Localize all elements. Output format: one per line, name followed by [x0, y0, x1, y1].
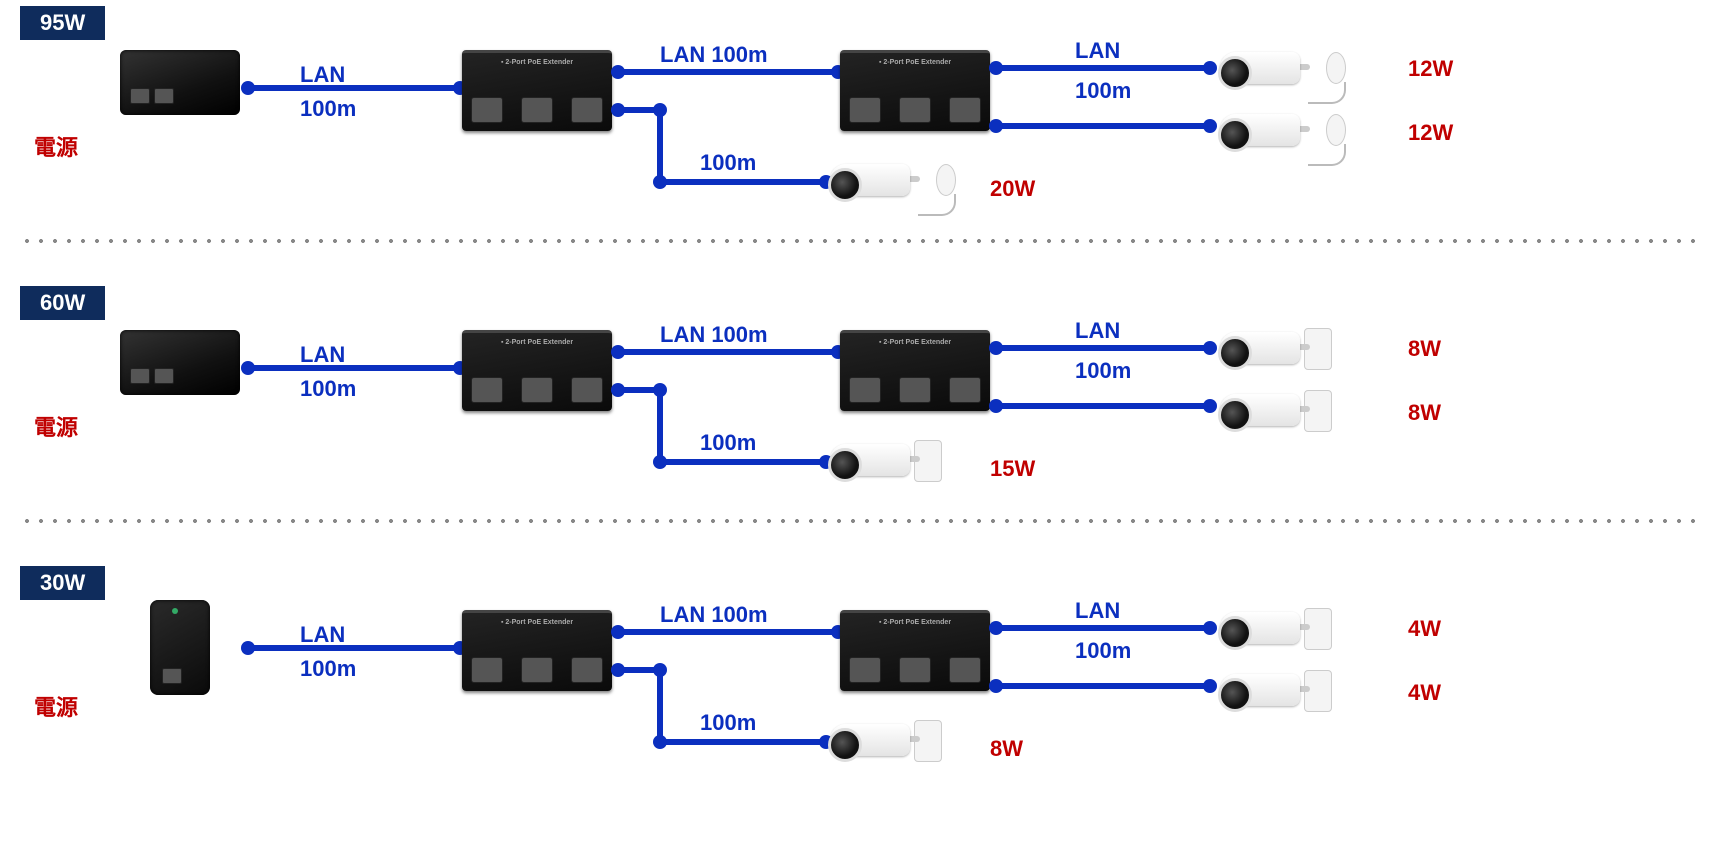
lan-label: LAN	[1075, 318, 1120, 344]
link-endpoint-dot	[611, 663, 625, 677]
link-endpoint-dot	[989, 679, 1003, 693]
link-endpoint-dot	[611, 345, 625, 359]
link-endpoint-dot	[653, 103, 667, 117]
link-endpoint-dot	[1203, 61, 1217, 75]
lan-distance-label: LAN 100m	[660, 42, 768, 68]
section-divider	[20, 518, 1698, 524]
link-endpoint-dot	[989, 61, 1003, 75]
poe-injector-icon	[120, 330, 240, 395]
distance-label: 100m	[1075, 638, 1131, 664]
link-endpoint-dot	[989, 399, 1003, 413]
lan-link-line	[618, 349, 838, 355]
camera-icon	[830, 718, 950, 766]
lan-link-line	[996, 683, 1210, 689]
wattage-label: 12W	[1408, 120, 1453, 146]
camera-icon	[1220, 388, 1340, 436]
link-endpoint-dot	[989, 119, 1003, 133]
link-endpoint-dot	[653, 663, 667, 677]
distance-label: 100m	[1075, 78, 1131, 104]
camera-icon	[1220, 46, 1340, 94]
wattage-label: 4W	[1408, 616, 1441, 642]
poe-extender-icon: ▪ 2-Port PoE Extender	[462, 330, 612, 411]
wattage-label: 20W	[990, 176, 1035, 202]
wattage-label: 8W	[990, 736, 1023, 762]
link-endpoint-dot	[989, 341, 1003, 355]
lan-link-line	[248, 85, 460, 91]
link-endpoint-dot	[241, 81, 255, 95]
link-endpoint-dot	[1203, 399, 1217, 413]
poe-extender-icon: ▪ 2-Port PoE Extender	[840, 50, 990, 131]
camera-icon	[830, 438, 950, 486]
link-endpoint-dot	[1203, 341, 1217, 355]
lan-label: LAN	[1075, 38, 1120, 64]
distance-label: 100m	[700, 710, 756, 736]
link-endpoint-dot	[611, 65, 625, 79]
link-endpoint-dot	[653, 175, 667, 189]
camera-icon	[1220, 326, 1340, 374]
link-endpoint-dot	[653, 455, 667, 469]
distance-label: 100m	[700, 430, 756, 456]
link-endpoint-dot	[611, 383, 625, 397]
wattage-label: 8W	[1408, 336, 1441, 362]
power-badge: 95W	[20, 6, 105, 40]
link-endpoint-dot	[1203, 679, 1217, 693]
power-badge: 30W	[20, 566, 105, 600]
camera-icon	[830, 158, 950, 206]
poe-injector-icon	[120, 50, 240, 115]
link-endpoint-dot	[611, 103, 625, 117]
poe-extender-icon: ▪ 2-Port PoE Extender	[840, 330, 990, 411]
link-endpoint-dot	[611, 625, 625, 639]
power-source-label: 電源	[34, 130, 78, 162]
link-endpoint-dot	[989, 621, 1003, 635]
lan-link-line	[657, 670, 663, 742]
link-endpoint-dot	[1203, 119, 1217, 133]
lan-link-line	[996, 345, 1210, 351]
wattage-label: 4W	[1408, 680, 1441, 706]
lan-link-line	[248, 645, 460, 651]
link-endpoint-dot	[653, 735, 667, 749]
camera-icon	[1220, 606, 1340, 654]
poe-extender-icon: ▪ 2-Port PoE Extender	[462, 610, 612, 691]
lan-label: LAN	[300, 62, 345, 88]
camera-icon	[1220, 668, 1340, 716]
lan-link-line	[660, 179, 826, 185]
lan-label: LAN	[300, 342, 345, 368]
wattage-label: 15W	[990, 456, 1035, 482]
power-source-label: 電源	[34, 410, 78, 442]
lan-link-line	[657, 110, 663, 182]
lan-link-line	[996, 123, 1210, 129]
lan-link-line	[657, 390, 663, 462]
power-section: 30W 電源 LAN 100m ▪ 2-Port PoE Extender LAN 100…	[0, 560, 1718, 840]
lan-distance-label: LAN 100m	[660, 602, 768, 628]
lan-link-line	[618, 629, 838, 635]
lan-label: LAN	[300, 622, 345, 648]
distance-label: 100m	[300, 656, 356, 682]
distance-label: 100m	[700, 150, 756, 176]
section-divider	[20, 238, 1698, 244]
link-endpoint-dot	[241, 361, 255, 375]
distance-label: 100m	[300, 96, 356, 122]
distance-label: 100m	[1075, 358, 1131, 384]
lan-link-line	[660, 739, 826, 745]
poe-injector-icon	[150, 600, 210, 695]
lan-link-line	[618, 69, 838, 75]
lan-label: LAN	[1075, 598, 1120, 624]
link-endpoint-dot	[1203, 621, 1217, 635]
lan-link-line	[660, 459, 826, 465]
lan-distance-label: LAN 100m	[660, 322, 768, 348]
lan-link-line	[996, 403, 1210, 409]
power-source-label: 電源	[34, 690, 78, 722]
camera-icon	[1220, 108, 1340, 156]
wattage-label: 8W	[1408, 400, 1441, 426]
lan-link-line	[248, 365, 460, 371]
lan-link-line	[996, 625, 1210, 631]
poe-extender-icon: ▪ 2-Port PoE Extender	[840, 610, 990, 691]
distance-label: 100m	[300, 376, 356, 402]
link-endpoint-dot	[241, 641, 255, 655]
link-endpoint-dot	[653, 383, 667, 397]
lan-link-line	[996, 65, 1210, 71]
wattage-label: 12W	[1408, 56, 1453, 82]
power-badge: 60W	[20, 286, 105, 320]
poe-extender-icon: ▪ 2-Port PoE Extender	[462, 50, 612, 131]
